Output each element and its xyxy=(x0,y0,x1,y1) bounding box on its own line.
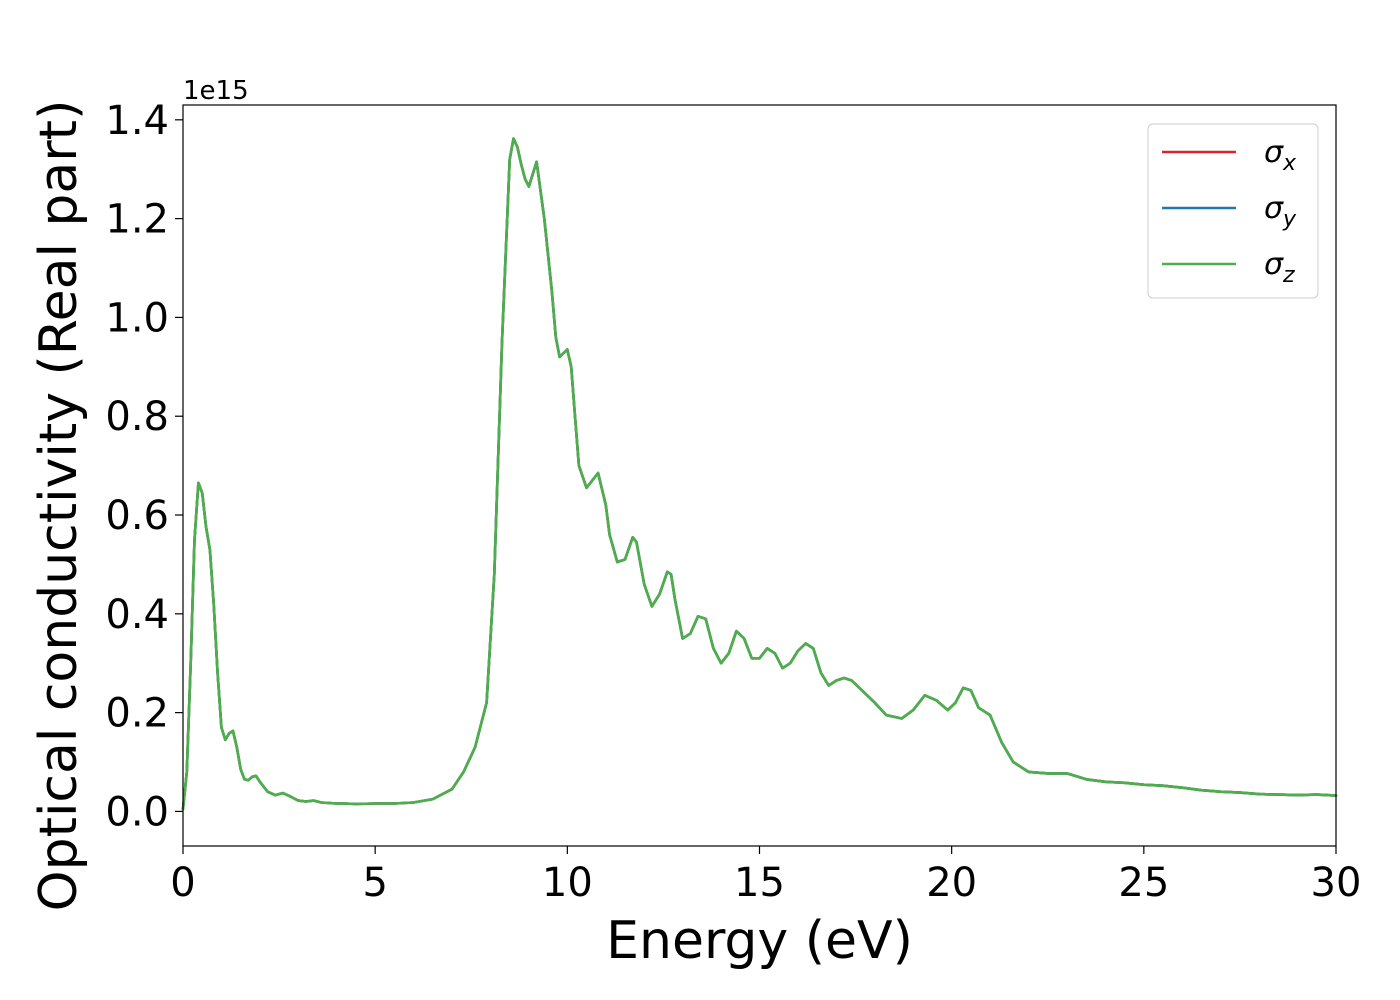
legend-box xyxy=(1147,123,1319,299)
legend-label-y: σy xyxy=(1264,191,1297,232)
x-tick-label: 25 xyxy=(1118,860,1169,906)
legend-label-x: σx xyxy=(1264,135,1297,176)
y-tick-label: 0.6 xyxy=(105,493,169,539)
x-tick-label: 30 xyxy=(1311,860,1362,906)
y-tick-label: 1.4 xyxy=(105,98,169,144)
y-offset-label: 1e15 xyxy=(183,76,249,106)
y-tick-label: 1.0 xyxy=(105,295,169,341)
legend: σx σy σz xyxy=(1147,123,1319,299)
x-tick-label: 0 xyxy=(170,860,195,906)
x-tick-label: 15 xyxy=(734,860,785,906)
series-line-z xyxy=(181,137,1338,811)
y-tick-label: 0.4 xyxy=(105,592,169,638)
y-axis-title: Optical conductivity (Real part) xyxy=(29,100,89,912)
x-axis-ticks: 0 5 10 15 20 25 30 xyxy=(170,846,1361,906)
x-axis-title: Energy (eV) xyxy=(606,911,913,971)
y-axis-ticks: 0.0 0.2 0.4 0.6 0.8 1.0 1.2 1.4 xyxy=(105,98,183,835)
x-tick-label: 10 xyxy=(542,860,593,906)
x-tick-label: 20 xyxy=(926,860,977,906)
series-layer xyxy=(181,137,1338,811)
y-tick-label: 0.8 xyxy=(105,394,169,440)
y-tick-label: 0.0 xyxy=(105,789,169,835)
x-tick-label: 5 xyxy=(362,860,387,906)
y-tick-label: 1.2 xyxy=(105,197,169,243)
legend-label-z: σz xyxy=(1264,247,1295,288)
y-tick-label: 0.2 xyxy=(105,691,169,737)
